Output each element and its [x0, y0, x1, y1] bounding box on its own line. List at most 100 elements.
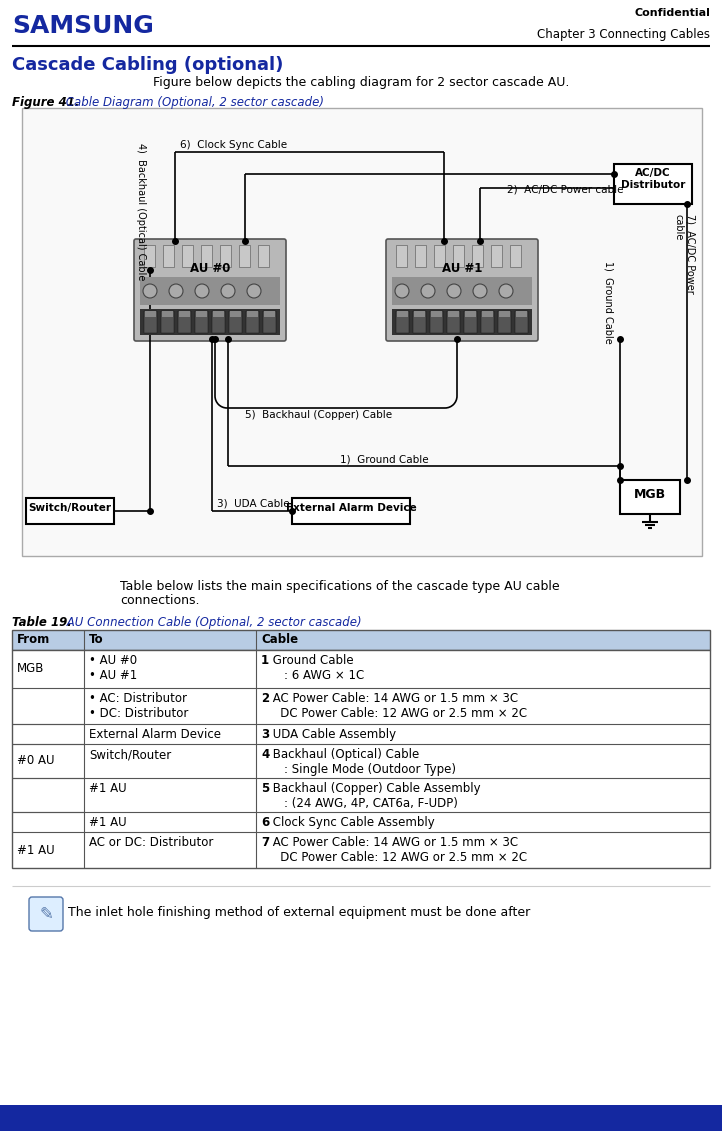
Text: MGB: MGB [17, 663, 44, 675]
Text: From: From [17, 633, 51, 646]
Text: Confidential: Confidential [634, 8, 710, 18]
Bar [498, 311, 511, 333]
Text: Cable: Cable [261, 633, 298, 646]
Bar [431, 311, 442, 317]
Bar [515, 311, 528, 333]
Text: 4)  Backhaul (Optical) Cable: 4) Backhaul (Optical) Cable [136, 143, 146, 280]
Bar [162, 311, 173, 317]
Text: #1 AU: #1 AU [89, 782, 126, 795]
Bar [201, 245, 212, 267]
Bar [481, 311, 494, 333]
Bar [415, 245, 426, 267]
Text: Cascade Cabling (optional): Cascade Cabling (optional) [12, 57, 283, 74]
Text: AC Power Cable: 14 AWG or 1.5 mm × 3C
   DC Power Cable: 12 AWG or 2.5 mm × 2C: AC Power Cable: 14 AWG or 1.5 mm × 3C DC… [269, 836, 527, 864]
Bar [246, 311, 259, 333]
Bar [263, 311, 276, 333]
Bar [12, 650, 710, 867]
Bar [510, 245, 521, 267]
FancyBboxPatch shape [386, 239, 538, 342]
Bar [430, 311, 443, 333]
Text: 6: 6 [261, 815, 269, 829]
Bar [396, 311, 409, 333]
Text: AU Connection Cable (Optional, 2 sector cascade): AU Connection Cable (Optional, 2 sector … [63, 616, 362, 629]
Bar [516, 311, 527, 317]
Bar [239, 245, 250, 267]
Text: #1 AU: #1 AU [89, 815, 126, 829]
Text: 5G AU Installation Manual   v2.0: 5G AU Installation Manual v2.0 [12, 1110, 191, 1119]
Bar [447, 311, 460, 333]
Text: Cable Diagram (Optional, 2 sector cascade): Cable Diagram (Optional, 2 sector cascad… [62, 96, 324, 109]
Bar [179, 311, 190, 317]
Bar [163, 245, 174, 267]
Text: • AC: Distributor
• DC: Distributor: • AC: Distributor • DC: Distributor [89, 692, 188, 720]
Bar [392, 309, 532, 335]
Circle shape [421, 284, 435, 297]
Bar [230, 311, 241, 317]
Text: • AU #0
• AU #1: • AU #0 • AU #1 [89, 654, 137, 682]
Bar [182, 245, 193, 267]
Text: Backhaul (Optical) Cable
    : Single Mode (Outdoor Type): Backhaul (Optical) Cable : Single Mode (… [269, 748, 456, 776]
Bar [464, 311, 477, 333]
Text: Chapter 3 Connecting Cables: Chapter 3 Connecting Cables [537, 28, 710, 41]
Bar [140, 277, 280, 305]
Bar [434, 245, 445, 267]
Bar [196, 311, 207, 317]
Text: 7: 7 [261, 836, 269, 849]
Bar [292, 498, 410, 524]
Bar [195, 311, 208, 333]
Bar [614, 164, 692, 204]
Text: MGB: MGB [634, 487, 666, 501]
Circle shape [447, 284, 461, 297]
Circle shape [499, 284, 513, 297]
Bar [12, 630, 710, 650]
Text: Switch/Router: Switch/Router [28, 503, 111, 513]
Bar [264, 311, 275, 317]
Text: To: To [89, 633, 104, 646]
Text: The inlet hole finishing method of external equipment must be done after: The inlet hole finishing method of exter… [68, 906, 530, 920]
Text: 2: 2 [261, 692, 269, 705]
Bar [396, 245, 407, 267]
Bar [465, 311, 476, 317]
Bar [178, 311, 191, 333]
Text: 1)  Ground Cable: 1) Ground Cable [340, 454, 429, 464]
Bar [247, 311, 258, 317]
Text: AC/DC
Distributor: AC/DC Distributor [621, 169, 685, 190]
Text: Table 19.: Table 19. [12, 616, 71, 629]
Text: AC Power Cable: 14 AWG or 1.5 mm × 3C
   DC Power Cable: 12 AWG or 2.5 mm × 2C: AC Power Cable: 14 AWG or 1.5 mm × 3C DC… [269, 692, 527, 720]
Text: 4: 4 [261, 748, 269, 761]
Circle shape [169, 284, 183, 297]
Circle shape [195, 284, 209, 297]
Text: 7)  AC/DC Power
cable: 7) AC/DC Power cable [674, 214, 695, 294]
Circle shape [473, 284, 487, 297]
Bar [258, 245, 269, 267]
Text: Ground Cable
    : 6 AWG × 1C: Ground Cable : 6 AWG × 1C [269, 654, 365, 682]
Text: 5: 5 [261, 782, 269, 795]
Text: AU #0: AU #0 [190, 262, 230, 275]
Text: External Alarm Device: External Alarm Device [286, 503, 417, 513]
Circle shape [143, 284, 157, 297]
Text: Copyright © 2017, All Rights Reserved.: Copyright © 2017, All Rights Reserved. [12, 1119, 232, 1129]
Bar [453, 245, 464, 267]
Text: 6)  Clock Sync Cable: 6) Clock Sync Cable [180, 140, 287, 150]
Bar [212, 311, 225, 333]
Bar [229, 311, 242, 333]
Text: 3: 3 [261, 728, 269, 741]
Bar [414, 311, 425, 317]
Text: Clock Sync Cable Assembly: Clock Sync Cable Assembly [269, 815, 435, 829]
Text: 3)  UDA Cable: 3) UDA Cable [217, 499, 290, 509]
Text: External Alarm Device: External Alarm Device [89, 728, 221, 741]
Text: ✎: ✎ [39, 905, 53, 923]
Text: #0 AU: #0 AU [17, 753, 54, 767]
Text: AU #1: AU #1 [442, 262, 482, 275]
Bar [482, 311, 493, 317]
Text: 1: 1 [261, 654, 269, 667]
Text: 5)  Backhaul (Copper) Cable: 5) Backhaul (Copper) Cable [245, 411, 392, 420]
Text: UDA Cable Assembly: UDA Cable Assembly [269, 728, 396, 741]
Text: 1)  Ground Cable: 1) Ground Cable [604, 261, 614, 344]
Text: AC or DC: Distributor: AC or DC: Distributor [89, 836, 214, 849]
Circle shape [395, 284, 409, 297]
Bar [491, 245, 502, 267]
Text: #1 AU: #1 AU [17, 844, 55, 856]
Bar [397, 311, 408, 317]
Bar [144, 245, 155, 267]
